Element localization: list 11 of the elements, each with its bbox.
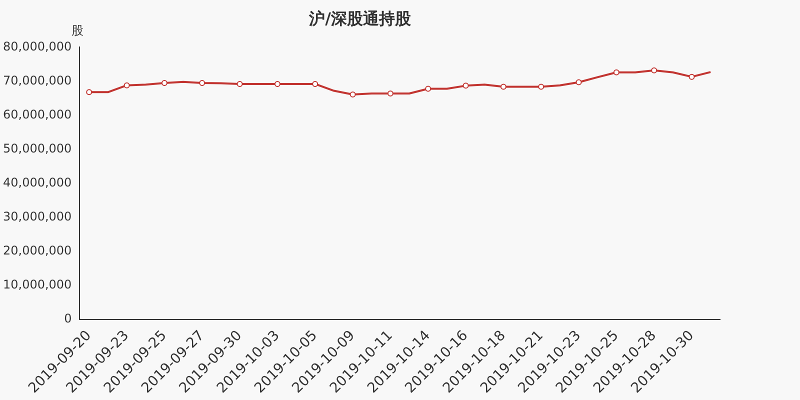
y-tick-label: 30,000,000 <box>2 210 72 224</box>
y-tick-label: 60,000,000 <box>2 107 72 122</box>
y-tick-label: 10,000,000 <box>2 278 72 292</box>
y-tick-label: 80,000,000 <box>2 39 72 54</box>
chart-title: 沪/深股通持股 <box>308 8 412 28</box>
y-tick-label: 20,000,000 <box>2 244 72 258</box>
y-tick-label: 40,000,000 <box>2 176 72 190</box>
y-axis-title: 股 <box>72 23 84 38</box>
y-tick-label: 0 <box>64 312 72 326</box>
y-tick-label: 50,000,000 <box>2 141 72 156</box>
y-tick-label: 70,000,000 <box>2 73 72 88</box>
